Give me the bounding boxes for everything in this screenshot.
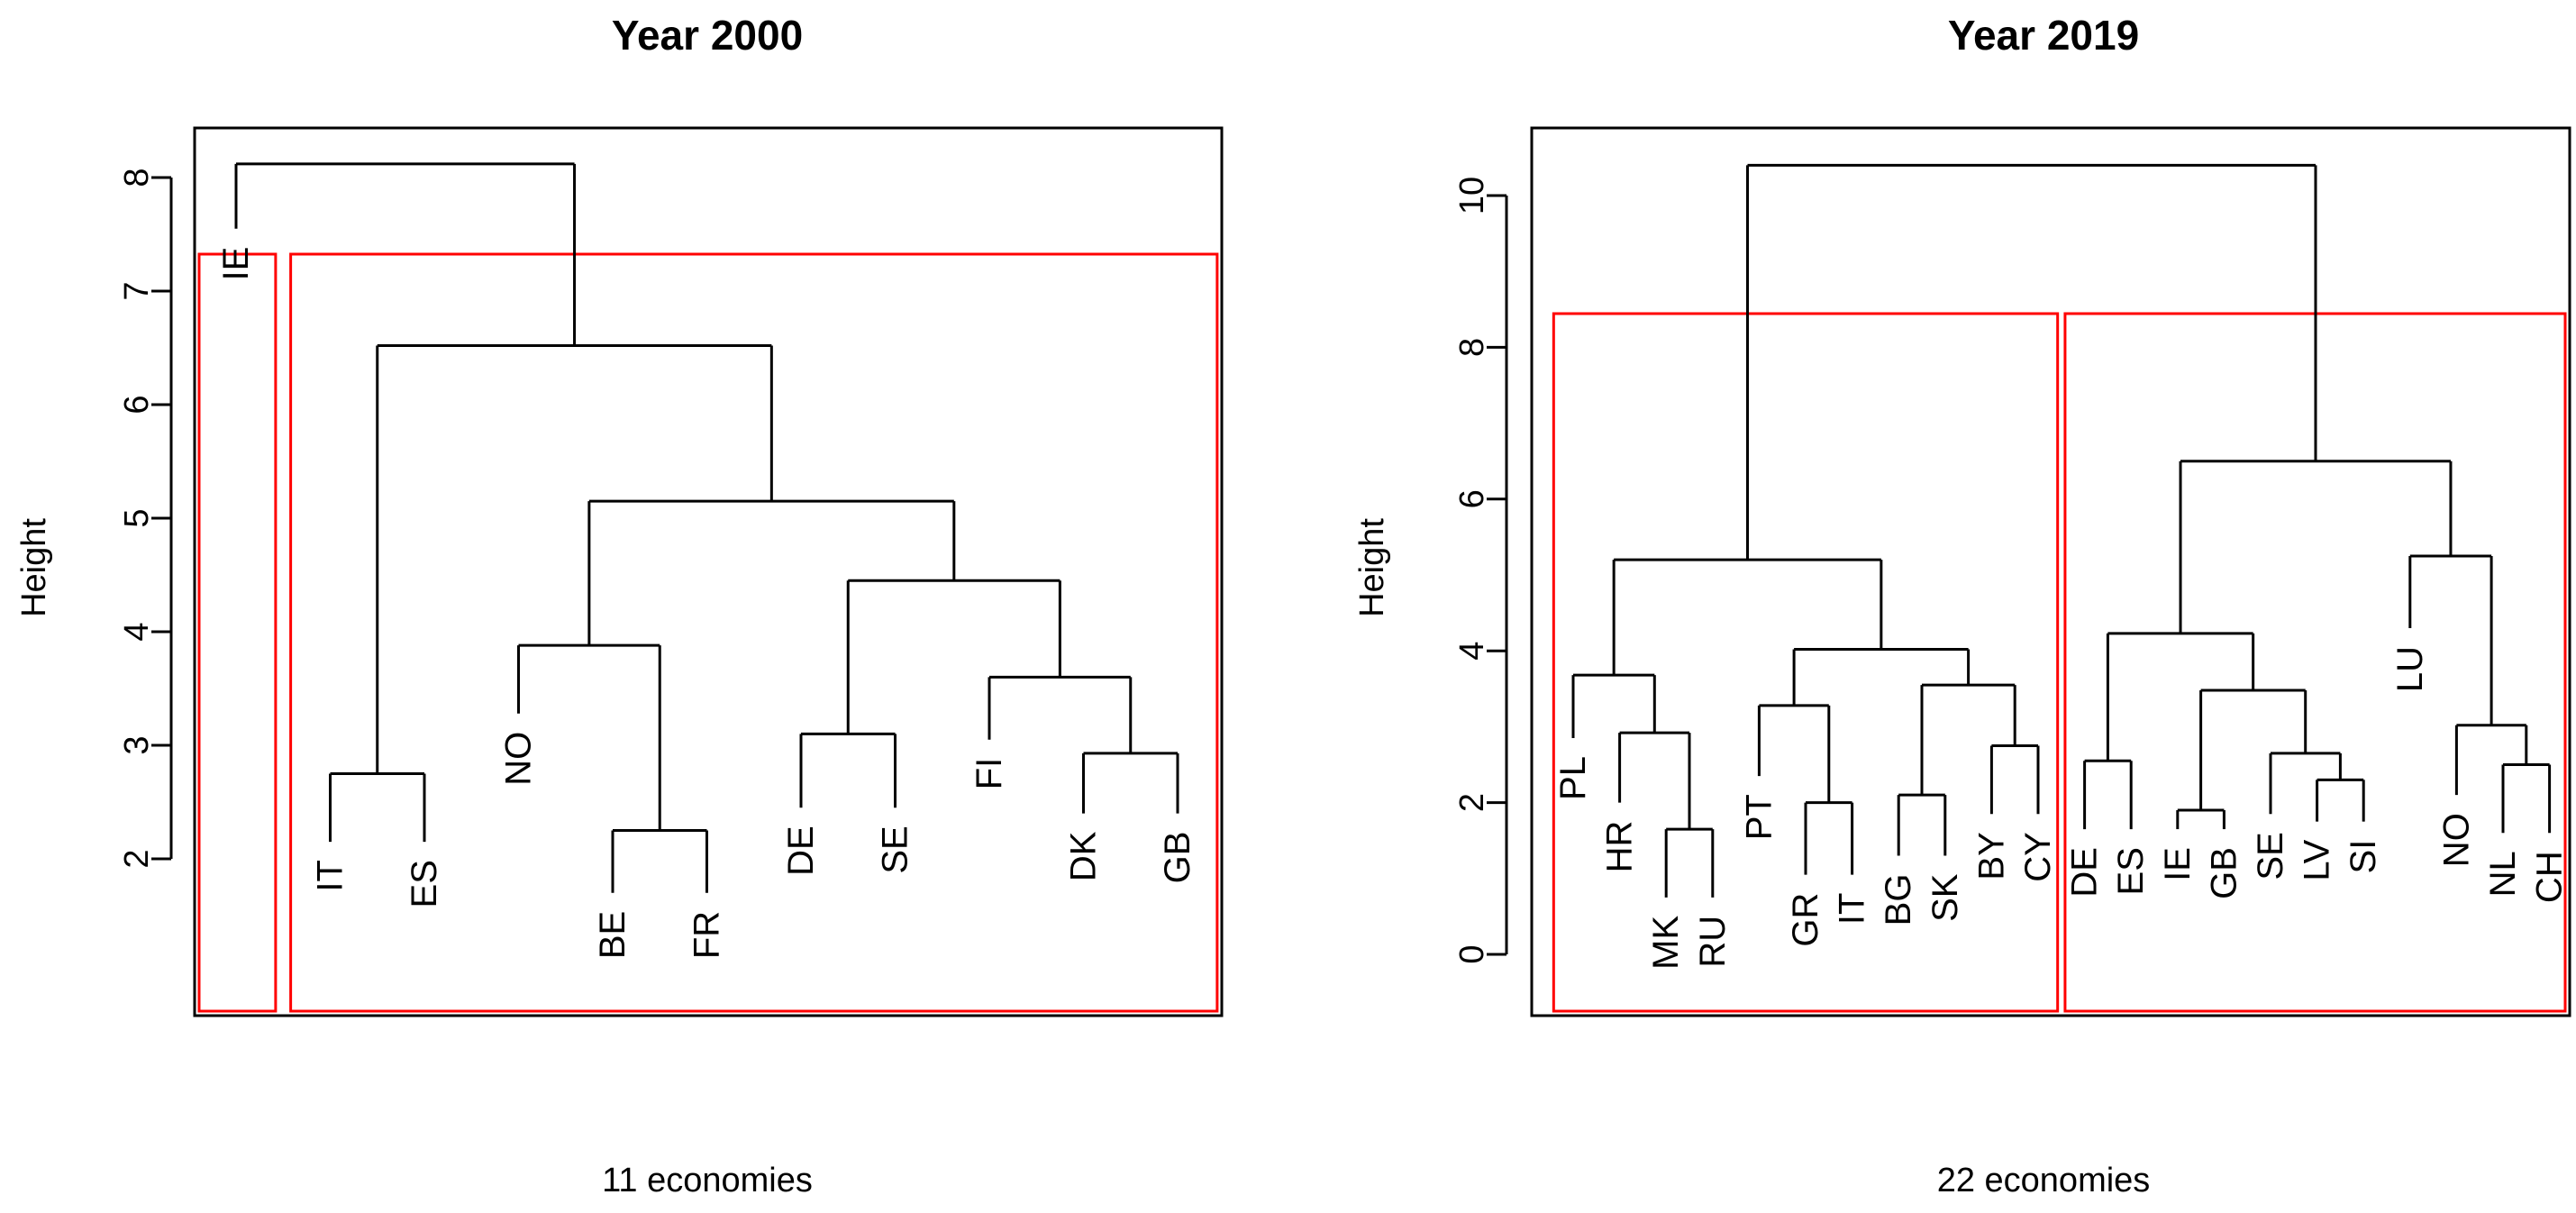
panel-1-title: Year 2000 <box>612 12 803 59</box>
leaf-label: CH <box>2530 851 2570 903</box>
leaf-label: HR <box>1600 821 1640 873</box>
y-tick-label: 8 <box>118 168 156 187</box>
leaf-label: SI <box>2344 840 2383 874</box>
y-tick-label: 6 <box>118 395 156 414</box>
leaf-label: SE <box>876 825 915 873</box>
y-tick-label: 2 <box>1453 793 1491 812</box>
leaf-label: DE <box>2065 847 2105 898</box>
leaf-label: LU <box>2390 646 2430 692</box>
leaf-label: GR <box>1786 893 1825 947</box>
panel-1-xlabel: 11 economies <box>602 1162 813 1199</box>
y-tick-label: 10 <box>1453 177 1491 214</box>
leaf-label: MK <box>1646 916 1686 970</box>
panel-2-title: Year 2019 <box>1948 12 2139 59</box>
leaf-label: IT <box>311 860 350 892</box>
panel-1-y-axis: 2 3 4 5 6 7 8 <box>118 168 173 869</box>
panel-1-ylabel: Height <box>15 518 53 617</box>
leaf-label: FR <box>687 911 727 959</box>
panel-1-plot-frame <box>193 126 1224 1017</box>
leaf-label: GB <box>2204 847 2244 899</box>
panel-2-plot-frame <box>1530 126 2571 1017</box>
leaf-label: SK <box>1925 873 1965 922</box>
y-tick-label: 4 <box>118 622 156 641</box>
leaf-label: PL <box>1553 756 1593 800</box>
leaf-label: GB <box>1158 832 1197 884</box>
leaf-label: NO <box>2436 813 2476 867</box>
cluster-box <box>289 252 1219 1013</box>
y-tick-label: 6 <box>1453 489 1491 508</box>
y-tick-label: 5 <box>118 508 156 527</box>
leaf-label: ES <box>405 860 444 907</box>
leaf-label: BY <box>1971 832 2011 880</box>
leaf-label: SE <box>2251 832 2290 880</box>
leaf-label: RU <box>1693 916 1733 968</box>
leaf-label: IT <box>1833 893 1872 926</box>
cluster-box <box>197 252 278 1013</box>
y-tick-label: 2 <box>118 849 156 868</box>
y-tick-label: 8 <box>1453 338 1491 357</box>
leaf-label: DK <box>1064 831 1104 881</box>
leaf-label: FI <box>969 758 1009 790</box>
leaf-label: PT <box>1739 794 1779 840</box>
leaf-label: IE <box>216 247 256 281</box>
y-tick-label: 3 <box>118 735 156 754</box>
leaf-label: NO <box>499 732 539 786</box>
cluster-box <box>1552 312 2060 1013</box>
panel-1-leaf-labels: IE IT ES NO BE FR DE SE FI DK GB <box>216 247 1197 959</box>
panel-1-tree <box>234 162 1179 893</box>
panel-year-2000: Year 2000 11 economies Height 2 3 4 5 6 7 8 IE… <box>15 12 1224 1199</box>
panel-2-tree <box>1571 163 2552 898</box>
panel-2-y-axis: 0 2 4 6 8 10 <box>1453 177 1508 964</box>
leaf-label: NL <box>2483 851 2523 897</box>
leaf-label: BG <box>1879 874 1918 926</box>
leaf-label: IE <box>2158 847 2198 881</box>
panel-2-xlabel: 22 economies <box>1937 1162 2151 1199</box>
panel-2-ylabel: Height <box>1353 518 1391 617</box>
leaf-label: DE <box>781 825 821 876</box>
y-tick-label: 7 <box>118 281 156 300</box>
leaf-label: BE <box>593 911 633 959</box>
panel-year-2019: Year 2019 22 economies Height 0 2 4 6 8 10 PL… <box>1353 12 2571 1199</box>
panel-1-cluster-boxes <box>197 252 1219 1013</box>
leaf-label: ES <box>2111 847 2151 895</box>
y-tick-label: 4 <box>1453 642 1491 661</box>
leaf-label: LV <box>2298 839 2337 880</box>
leaf-label: CY <box>2018 832 2058 882</box>
y-tick-label: 0 <box>1453 944 1491 963</box>
